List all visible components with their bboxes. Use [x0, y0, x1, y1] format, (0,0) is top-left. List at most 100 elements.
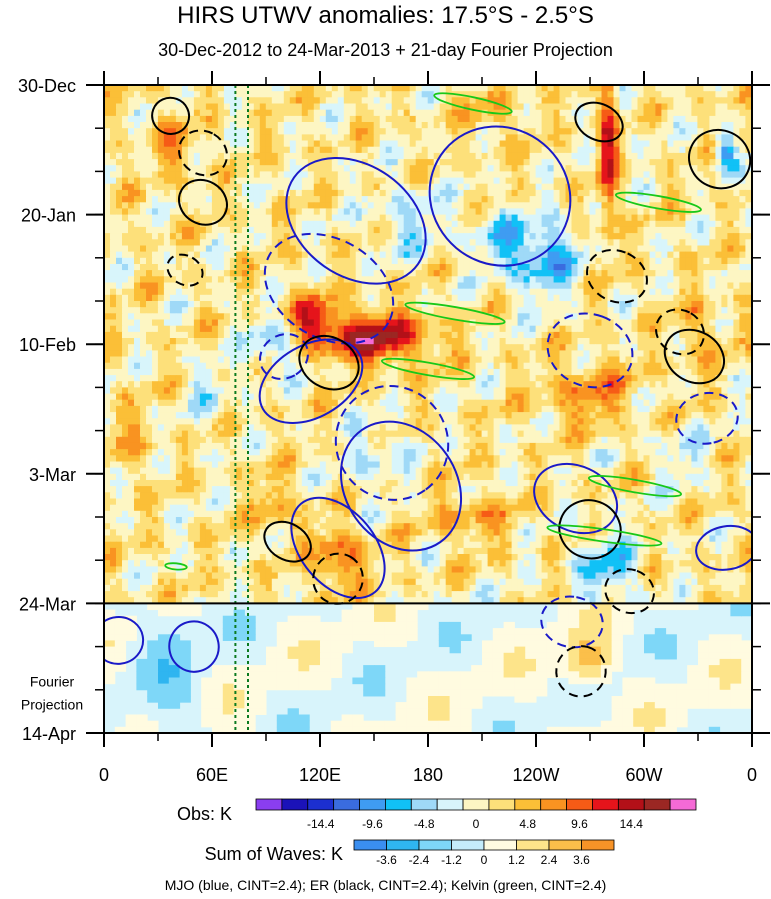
obs-cell [199, 165, 207, 172]
obs-cell [373, 134, 381, 142]
obs-cell [104, 301, 111, 308]
obs-cell [643, 146, 650, 154]
obs-cell [205, 85, 213, 92]
obs-cell [157, 288, 165, 296]
obs-cell [685, 140, 692, 148]
obs-cell [217, 220, 225, 228]
obs-cell [661, 307, 668, 314]
obs-cell [619, 85, 626, 92]
obs-cell [433, 146, 441, 154]
obs-cell [463, 350, 471, 358]
obs-cell [337, 214, 345, 222]
obs-cell [128, 208, 135, 216]
obs-cell [541, 171, 549, 179]
obs-cell [679, 301, 686, 308]
obs-cell [373, 189, 381, 197]
obs-cell [457, 134, 465, 142]
obs-cell [487, 233, 495, 240]
obs-cell [439, 307, 447, 314]
obs-cell [146, 276, 153, 283]
obs-cell [529, 196, 537, 203]
obs-cell [205, 196, 213, 203]
obs-cell [481, 122, 489, 129]
obs-cell [247, 226, 255, 234]
obs-cell [385, 214, 393, 222]
obs-cell [325, 196, 333, 203]
obs-cell [643, 171, 650, 179]
obs-cell [727, 319, 734, 327]
obs-cell [193, 319, 201, 327]
obs-cell [583, 325, 590, 333]
obs-cell [331, 220, 339, 228]
obs-cell [685, 356, 692, 364]
obs-cell [152, 159, 159, 166]
obs-cell [229, 270, 237, 277]
obs-cell [373, 301, 381, 308]
obs-cell [295, 233, 303, 240]
obs-cell [505, 85, 513, 92]
obs-cell [409, 307, 417, 314]
obs-cell [535, 214, 543, 222]
obs-cell [331, 288, 339, 296]
obs-cell [571, 109, 578, 117]
obs-cell [181, 264, 189, 271]
obs-cell [355, 122, 363, 129]
obs-cell [463, 282, 471, 290]
obs-cell [157, 233, 165, 240]
obs-cell [745, 214, 752, 222]
obs-cell [277, 307, 285, 314]
obs-cell [487, 159, 495, 166]
obs-cell [517, 251, 525, 259]
obs-cell [583, 338, 590, 345]
obs-cell [193, 307, 201, 314]
obs-cell [349, 313, 357, 320]
obs-cell [427, 239, 435, 246]
obs-cell [631, 208, 638, 216]
obs-cell [709, 189, 716, 197]
obs-cell [379, 226, 387, 234]
obs-cell [631, 313, 638, 320]
obs-cell [343, 344, 351, 351]
obs-cell [445, 189, 453, 197]
obs-cell [391, 325, 399, 333]
obs-cell [307, 115, 315, 123]
obs-cell [349, 239, 357, 246]
obs-cell [409, 103, 417, 111]
obs-cell [277, 356, 285, 364]
obs-cell [187, 122, 195, 129]
obs-cell [451, 301, 459, 308]
obs-cell [110, 270, 117, 277]
obs-cell [271, 109, 279, 117]
obs-cell [547, 233, 555, 240]
obs-cell [667, 282, 674, 290]
obs-cell [469, 97, 477, 104]
obs-cell [217, 177, 225, 185]
obs-cell [703, 214, 710, 222]
obs-cell [649, 97, 656, 104]
obs-cell [146, 208, 153, 216]
obs-cell [181, 270, 189, 277]
obs-cell [307, 85, 315, 92]
obs-cell [331, 103, 339, 111]
obs-cell [152, 183, 159, 191]
obs-cell [433, 239, 441, 246]
obs-cell [745, 159, 752, 166]
obs-cell [301, 115, 309, 123]
obs-cell [104, 294, 111, 302]
obs-cell [613, 245, 620, 253]
obs-cell [217, 338, 225, 345]
obs-cell [583, 294, 590, 302]
obs-cell [289, 214, 297, 222]
obs-cell [649, 146, 656, 154]
obs-cell [187, 350, 195, 358]
obs-cell [673, 202, 680, 209]
obs-cell [247, 196, 255, 203]
obs-cell [277, 122, 285, 129]
obs-cell [487, 344, 495, 351]
obs-cell [134, 140, 141, 148]
obs-cell [110, 313, 117, 320]
obs-cell [283, 165, 291, 172]
obs-cell [409, 301, 417, 308]
obs-cell [529, 288, 537, 296]
obs-cell [433, 134, 441, 142]
